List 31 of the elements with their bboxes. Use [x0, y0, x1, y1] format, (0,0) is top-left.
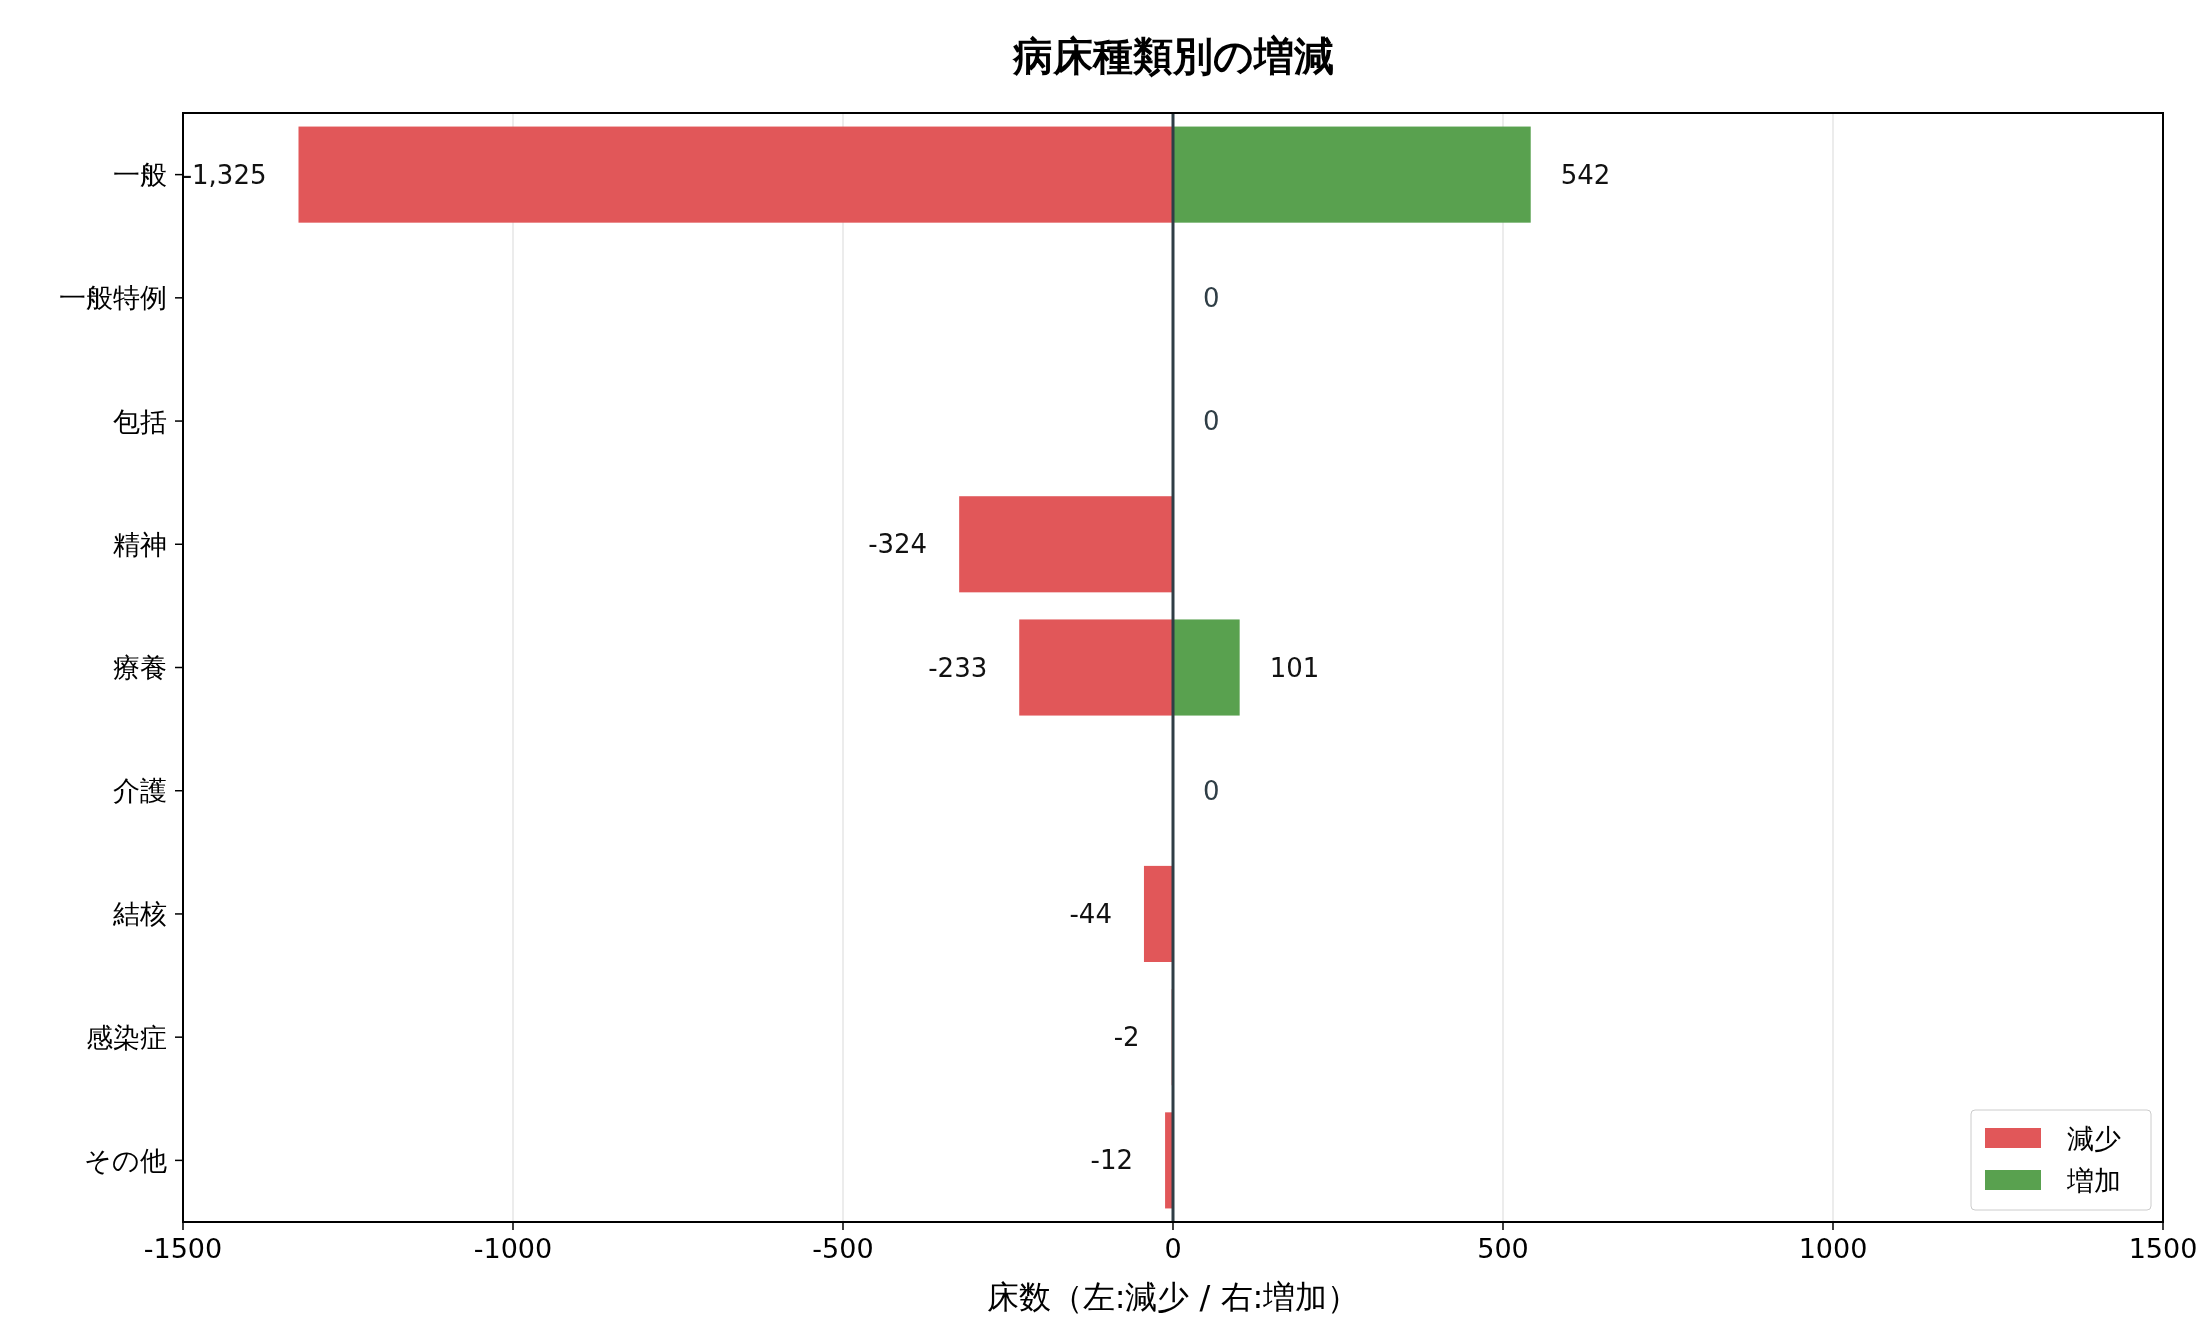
y-tick-label: 介護 — [113, 775, 167, 807]
legend-label: 減少 — [2067, 1122, 2121, 1154]
data-label: -324 — [868, 529, 928, 560]
chart-title: 病床種類別の増減 — [1011, 33, 1334, 79]
x-tick-label: 1500 — [2128, 1233, 2198, 1264]
y-tick-label: 感染症 — [86, 1021, 167, 1053]
y-tick-label: 精神 — [113, 528, 167, 560]
y-tick-label: 包括 — [113, 405, 167, 437]
x-tick-label: 0 — [1164, 1233, 1182, 1264]
data-label: 542 — [1560, 159, 1611, 190]
y-tick-label: 一般特例 — [59, 282, 167, 314]
x-axis-title: 床数（左:減少 / 右:増加） — [986, 1278, 1360, 1316]
x-tick-label: -1500 — [143, 1233, 223, 1264]
y-tick-label: 一般 — [113, 159, 167, 191]
x-tick-label: -500 — [812, 1233, 874, 1264]
x-tick-label: -1000 — [473, 1233, 553, 1264]
data-label: -2 — [1113, 1022, 1140, 1053]
data-label: -12 — [1090, 1145, 1134, 1176]
y-tick-label: その他 — [84, 1144, 167, 1176]
data-label: 0 — [1203, 282, 1220, 313]
legend-label: 増加 — [2066, 1164, 2121, 1196]
y-tick-label: 療養 — [113, 652, 167, 683]
data-label: -1,325 — [182, 159, 267, 190]
data-label: 0 — [1203, 775, 1220, 806]
x-tick-label: 1000 — [1798, 1233, 1868, 1264]
data-label: 0 — [1203, 406, 1220, 437]
y-tick-label: 結核 — [112, 898, 167, 930]
data-label: -233 — [928, 652, 988, 683]
data-label: 101 — [1269, 652, 1320, 683]
data-label: -44 — [1069, 898, 1112, 929]
x-tick-label: 500 — [1477, 1233, 1529, 1264]
